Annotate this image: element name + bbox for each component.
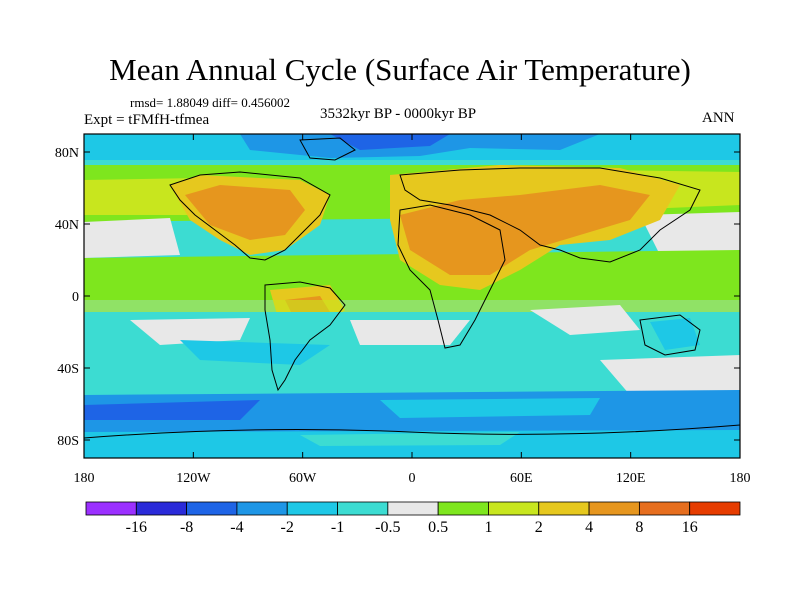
colorbar-swatch <box>638 501 691 516</box>
colorbar-swatch <box>437 501 489 516</box>
colorbar-label: -8 <box>179 519 194 536</box>
colorbar-swatch <box>286 501 338 516</box>
colorbar-swatch <box>588 501 640 516</box>
colorbar-swatch <box>85 501 137 516</box>
colorbar <box>85 501 741 516</box>
colorbar-swatch <box>186 501 238 516</box>
lon-label: 0 <box>409 471 416 486</box>
colorbar-label: 1 <box>484 519 493 536</box>
lat-label: 80N <box>55 146 79 161</box>
colorbar-swatch <box>689 501 741 516</box>
colorbar-swatch <box>337 501 389 516</box>
lat-label: 0 <box>72 290 79 305</box>
colorbar-label: -0.5 <box>375 519 401 536</box>
lon-label: 180 <box>74 471 95 486</box>
colorbar-label: 4 <box>585 519 594 536</box>
colorbar-label: -1 <box>330 519 345 536</box>
lon-label: 180 <box>730 471 751 486</box>
lat-label: 40S <box>57 362 79 377</box>
colorbar-label: 2 <box>534 519 543 536</box>
colorbar-swatch <box>236 501 288 516</box>
stats-text: rmsd= 1.88049 diff= 0.456002 <box>130 95 290 110</box>
lon-label: 120W <box>176 471 211 486</box>
colorbar-label: -16 <box>125 519 147 536</box>
lon-label: 60E <box>510 471 533 486</box>
colorbar-swatch <box>135 501 188 516</box>
map-title: Mean Annual Cycle (Surface Air Temperatu… <box>109 52 691 87</box>
lat-label: 40N <box>55 218 79 233</box>
colorbar-swatch <box>538 501 590 516</box>
experiment-label: Expt = tFMfH-tfmea <box>84 112 210 128</box>
colorbar-label: -4 <box>230 519 244 536</box>
colorbar-label: 8 <box>635 519 644 536</box>
colorbar-swatch <box>488 501 540 516</box>
colorbar-label: -2 <box>280 519 294 536</box>
lon-label: 60W <box>289 471 317 486</box>
lat-label: 80S <box>57 434 79 449</box>
lon-label: 120E <box>616 471 646 486</box>
period-label: 3532kyr BP - 0000kyr BP <box>320 106 477 122</box>
colorbar-label: 0.5 <box>428 519 449 536</box>
season-label: ANN <box>702 110 735 126</box>
colorbar-label: 16 <box>681 519 698 536</box>
colorbar-swatch <box>387 501 439 516</box>
temperature-field <box>84 134 740 458</box>
